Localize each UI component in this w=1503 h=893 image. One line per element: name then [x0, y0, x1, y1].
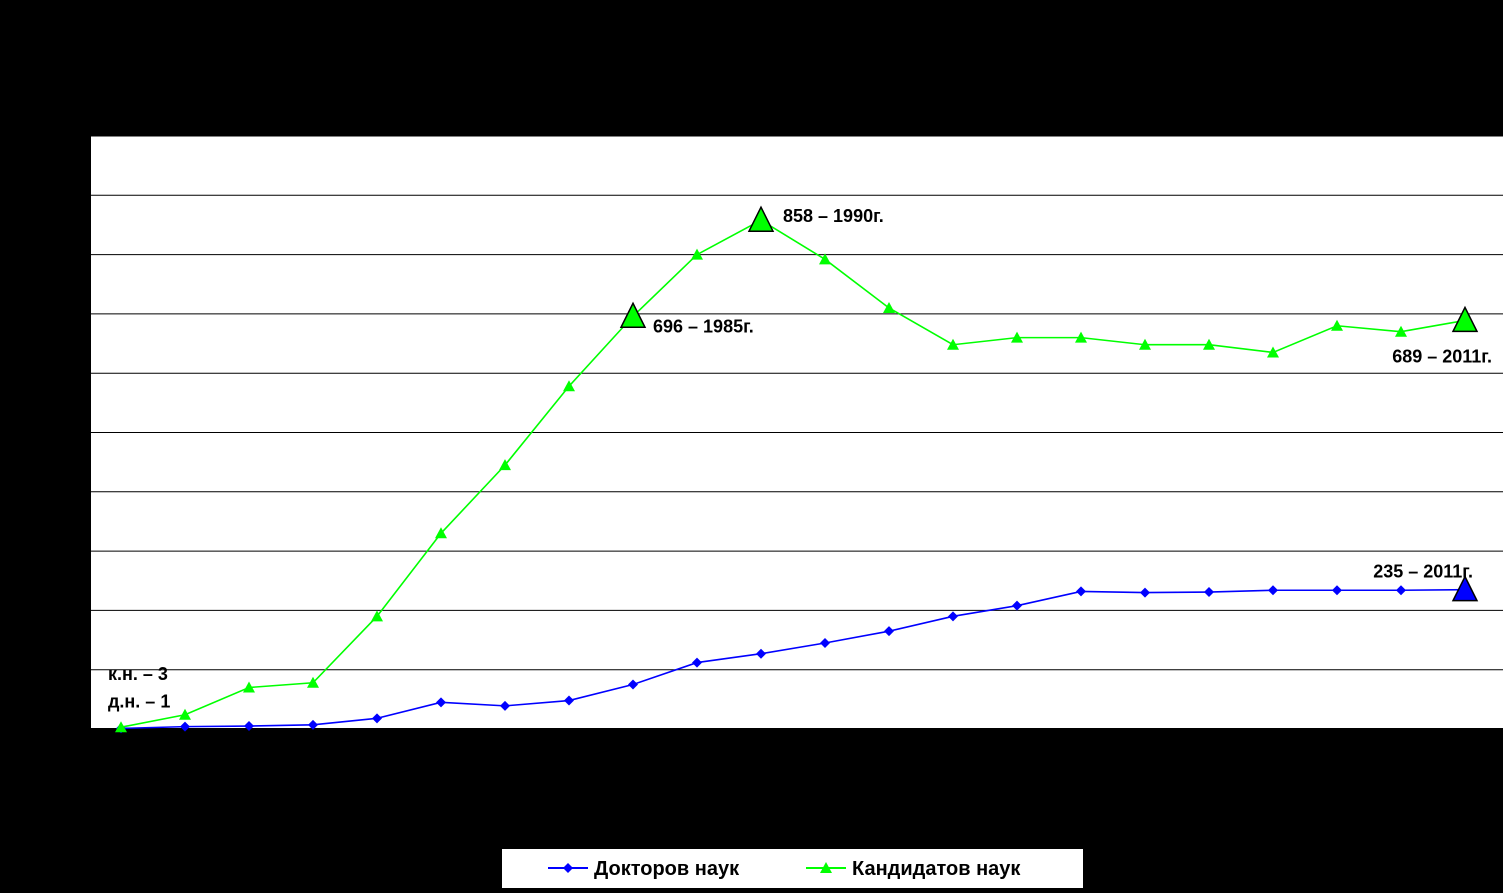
annotations: 858 – 1990г. 696 – 1985г. 689 – 2011г. 235 … — [108, 206, 1492, 711]
data-point — [244, 721, 254, 732]
data-point — [1267, 346, 1279, 358]
data-point — [756, 648, 766, 659]
highlight-marker — [1451, 305, 1479, 333]
data-point — [947, 338, 959, 350]
data-point — [1204, 587, 1214, 598]
data-point — [179, 708, 191, 720]
data-point — [1268, 585, 1278, 596]
annotation-label: 689 – 2011г. — [1392, 346, 1492, 366]
data-point — [884, 626, 894, 637]
legend-diamond-marker — [563, 863, 573, 873]
data-point — [1140, 587, 1150, 598]
data-point — [691, 248, 703, 260]
series-line — [120, 219, 1466, 729]
data-point — [883, 301, 895, 313]
data-point — [1076, 586, 1086, 597]
data-point — [1012, 600, 1022, 611]
data-point — [115, 721, 127, 733]
data-point — [564, 695, 574, 706]
highlight-marker — [619, 301, 647, 329]
legend-label-series-1: Кандидатов наук — [852, 858, 1021, 880]
series-line — [120, 588, 1466, 730]
annotation-label: д.н. – 1 — [108, 691, 170, 711]
data-point — [819, 253, 831, 265]
annotation-label: 858 – 1990г. — [783, 206, 884, 226]
annotation-label: к.н. – 3 — [108, 664, 168, 684]
data-point — [1075, 331, 1087, 343]
data-point — [692, 657, 702, 668]
data-point — [372, 713, 382, 724]
data-point — [307, 676, 319, 688]
data-point — [1331, 319, 1343, 331]
annotation-label: 696 – 1985г. — [653, 316, 754, 336]
legend: Докторов наук Кандидатов наук — [502, 849, 1083, 888]
data-point — [1395, 325, 1407, 337]
data-point — [1396, 585, 1406, 596]
gridlines — [90, 135, 1503, 671]
data-point — [500, 700, 510, 711]
highlight-markers — [619, 205, 1479, 602]
data-point — [1332, 585, 1342, 596]
data-point — [1139, 338, 1151, 350]
legend-box — [502, 849, 1083, 888]
legend-triangle-marker — [820, 862, 832, 873]
annotation-label: 235 – 2011г. — [1373, 562, 1473, 582]
data-point — [1203, 338, 1215, 350]
legend-label-series-0: Докторов наук — [594, 858, 740, 880]
data-point — [1011, 331, 1023, 343]
data-point — [243, 681, 255, 693]
data-point — [499, 459, 511, 471]
data-point — [435, 527, 447, 539]
data-point — [948, 611, 958, 622]
data-point — [628, 679, 638, 690]
data-point — [436, 697, 446, 708]
highlight-marker — [1451, 574, 1479, 602]
data-point — [371, 610, 383, 622]
data-point — [308, 719, 318, 730]
highlight-marker — [747, 205, 775, 232]
data-point — [563, 380, 575, 392]
data-point — [820, 638, 830, 649]
data-point — [180, 721, 190, 732]
